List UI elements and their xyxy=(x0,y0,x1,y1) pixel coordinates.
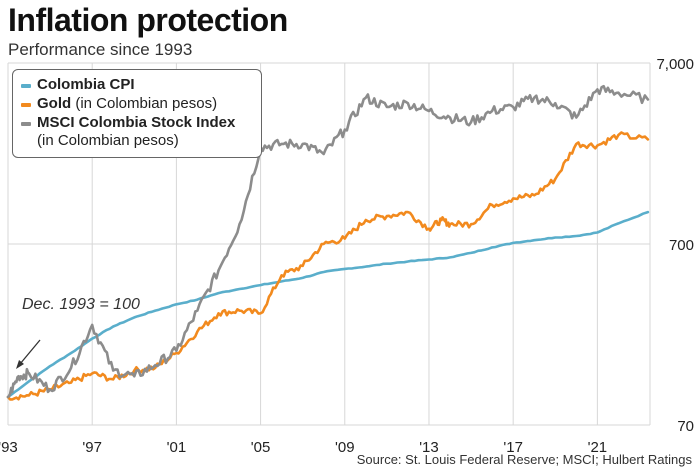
legend-swatch-msci xyxy=(21,122,31,126)
baseline-annotation: Dec. 1993 = 100 xyxy=(22,296,140,313)
x-tick-label: '17 xyxy=(503,439,523,456)
series-line-msci xyxy=(6,84,650,399)
legend-label: Colombia CPI xyxy=(37,76,135,93)
legend-swatch-cpi xyxy=(21,84,31,88)
y-tick-label: 700 xyxy=(669,237,694,254)
y-tick-label: 7,000 xyxy=(656,56,694,73)
legend-label: Gold xyxy=(37,95,72,112)
x-axis: '93 '97 '01 '05 '09 '13 '17 '21 xyxy=(0,439,607,456)
y-axis: 70 700 7,000 xyxy=(656,56,694,435)
x-tick-label: '13 xyxy=(419,439,439,456)
y-tick-label: 70 xyxy=(677,418,694,435)
x-tick-label: '01 xyxy=(167,439,187,456)
annotation-arrow xyxy=(16,339,41,369)
series-line-cpi xyxy=(6,210,650,399)
x-tick-label: '97 xyxy=(82,439,102,456)
legend-note: (in Colombian pesos) xyxy=(37,132,179,149)
legend-note: (in Colombian pesos) xyxy=(71,95,218,112)
legend-item-cpi: Colombia CPI xyxy=(21,76,253,94)
x-tick-label: '21 xyxy=(588,439,608,456)
source-note: Source: St. Louis Federal Reserve; MSCI;… xyxy=(356,452,692,467)
series-line-gold xyxy=(6,131,650,401)
x-tick-label: '09 xyxy=(335,439,355,456)
chart-legend: Colombia CPI Gold (in Colombian pesos) M… xyxy=(12,69,262,158)
x-tick-label: '05 xyxy=(251,439,271,456)
x-tick-label: '93 xyxy=(0,439,18,456)
legend-item-gold: Gold (in Colombian pesos) xyxy=(21,95,253,113)
legend-label: MSCI Colombia Stock Index xyxy=(37,114,236,131)
series-lines xyxy=(6,84,650,401)
legend-item-msci: MSCI Colombia Stock Index (in Colombian … xyxy=(21,114,253,150)
legend-swatch-gold xyxy=(21,103,31,107)
chart-title: Inflation protection xyxy=(8,2,288,38)
chart-subtitle: Performance since 1993 xyxy=(8,40,193,59)
